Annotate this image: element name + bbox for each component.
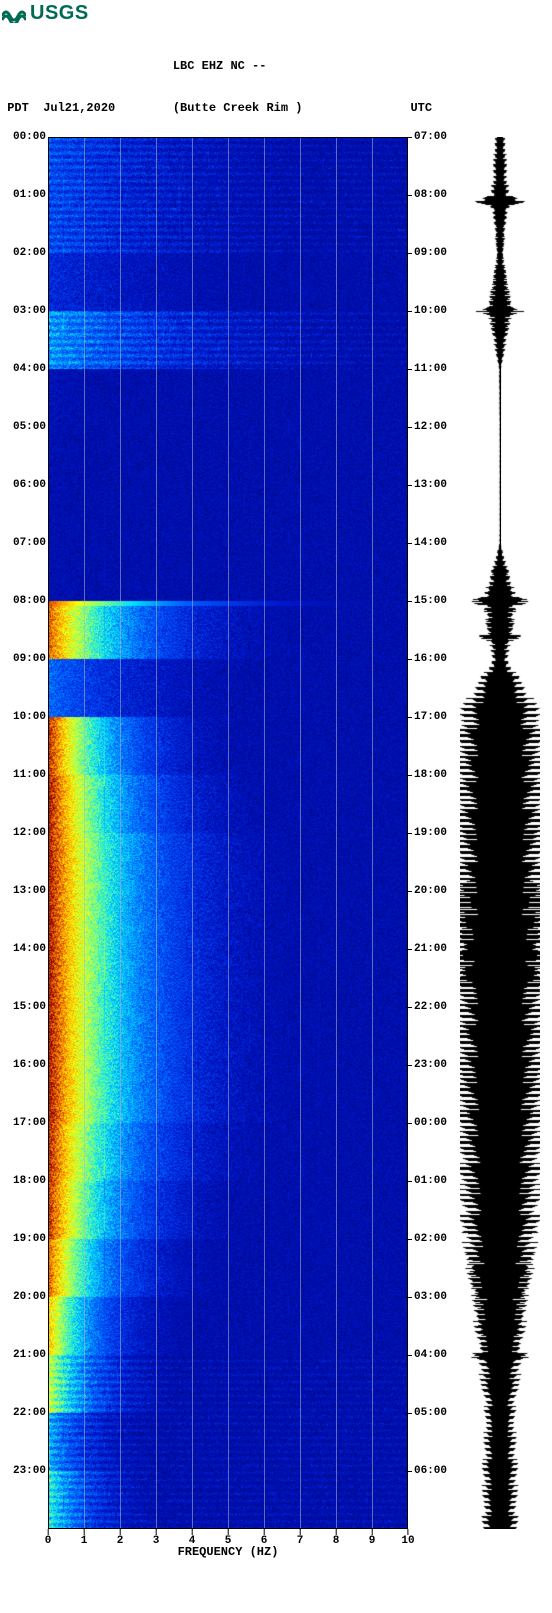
xtick: 8 (333, 1529, 340, 1547)
ytick-left: 00:00 (0, 132, 46, 143)
xtick: 3 (153, 1529, 160, 1547)
spectrogram-panel: 00:00 01:00 02:00 03:00 04:00 05:00 06:00 07:00… (0, 137, 460, 1569)
ytick-right: 14:00 (414, 538, 447, 549)
ytick-left: 03:00 (0, 306, 46, 317)
ytick-right: 23:00 (414, 1060, 447, 1071)
ytick-right: 02:00 (414, 1234, 447, 1245)
header-line1: LBC EHZ NC -- (0, 59, 552, 73)
ytick-left: 01:00 (0, 190, 46, 201)
ytick-left: 19:00 (0, 1234, 46, 1245)
ytick-right: 07:00 (414, 132, 447, 143)
xtick: 1 (81, 1529, 88, 1547)
gridline-v (372, 137, 373, 1529)
ytick-right: 10:00 (414, 306, 447, 317)
ytick-right: 00:00 (414, 1118, 447, 1129)
ytick-right: 17:00 (414, 712, 447, 723)
ytick-left: 14:00 (0, 944, 46, 955)
gridline-v (300, 137, 301, 1529)
xtick: 2 (117, 1529, 124, 1547)
header-line2: PDT Jul21,2020 (Butte Creek Rim ) UTC (0, 101, 552, 115)
ytick-right: 05:00 (414, 1408, 447, 1419)
gridline-v (120, 137, 121, 1529)
ytick-right: 03:00 (414, 1292, 447, 1303)
ytick-left: 07:00 (0, 538, 46, 549)
ytick-left: 08:00 (0, 596, 46, 607)
ytick-left: 11:00 (0, 770, 46, 781)
ytick-left: 17:00 (0, 1118, 46, 1129)
gridline-v (336, 137, 337, 1529)
ytick-left: 02:00 (0, 248, 46, 259)
plot-row: 00:00 01:00 02:00 03:00 04:00 05:00 06:00 07:00… (0, 137, 552, 1569)
ytick-right: 20:00 (414, 886, 447, 897)
ytick-left: 20:00 (0, 1292, 46, 1303)
xtick: 7 (297, 1529, 304, 1547)
gridline-v (264, 137, 265, 1529)
ytick-left: 09:00 (0, 654, 46, 665)
ytick-left: 21:00 (0, 1350, 46, 1361)
ytick-left: 13:00 (0, 886, 46, 897)
x-axis-label: FREQUENCY (HZ) (48, 1545, 408, 1559)
xtick: 10 (401, 1529, 414, 1547)
ytick-right: 12:00 (414, 422, 447, 433)
ytick-left: 16:00 (0, 1060, 46, 1071)
ytick-right: 01:00 (414, 1176, 447, 1187)
y-axis-right-utc: 07:0008:0009:0010:0011:0012:0013:0014:00… (412, 137, 460, 1529)
ytick-left: 06:00 (0, 480, 46, 491)
spectrogram (48, 137, 408, 1529)
seismogram-baseline (500, 137, 501, 1529)
ytick-left: 05:00 (0, 422, 46, 433)
ytick-left: 12:00 (0, 828, 46, 839)
ytick-left: 18:00 (0, 1176, 46, 1187)
xtick: 4 (189, 1529, 196, 1547)
ytick-left: 22:00 (0, 1408, 46, 1419)
xtick: 9 (369, 1529, 376, 1547)
usgs-logo: USGS (0, 0, 552, 25)
x-axis-frequency: FREQUENCY (HZ) 012345678910 (48, 1529, 408, 1565)
ytick-left: 23:00 (0, 1466, 46, 1477)
xtick: 5 (225, 1529, 232, 1547)
ytick-right: 19:00 (414, 828, 447, 839)
ytick-left: 04:00 (0, 364, 46, 375)
xtick: 6 (261, 1529, 268, 1547)
ytick-right: 16:00 (414, 654, 447, 665)
y-axis-left-pdt: 00:0001:0002:0003:0004:0005:0006:0007:00… (0, 137, 48, 1529)
ytick-right: 13:00 (414, 480, 447, 491)
plot-header: LBC EHZ NC -- PDT Jul21,2020 (Butte Cree… (0, 25, 552, 129)
gridline-v (84, 137, 85, 1529)
ytick-right: 22:00 (414, 1002, 447, 1013)
ytick-right: 11:00 (414, 364, 447, 375)
gridline-v (228, 137, 229, 1529)
xtick: 0 (45, 1529, 52, 1547)
ytick-right: 06:00 (414, 1466, 447, 1477)
ytick-right: 21:00 (414, 944, 447, 955)
ytick-right: 04:00 (414, 1350, 447, 1361)
ytick-left: 15:00 (0, 1002, 46, 1013)
ytick-right: 18:00 (414, 770, 447, 781)
usgs-wave-icon (2, 5, 26, 23)
ytick-left: 10:00 (0, 712, 46, 723)
usgs-logo-text: USGS (30, 2, 89, 25)
seismogram-panel (460, 137, 540, 1529)
gridline-v (156, 137, 157, 1529)
ytick-right: 15:00 (414, 596, 447, 607)
gridline-v (192, 137, 193, 1529)
ytick-right: 09:00 (414, 248, 447, 259)
ytick-right: 08:00 (414, 190, 447, 201)
